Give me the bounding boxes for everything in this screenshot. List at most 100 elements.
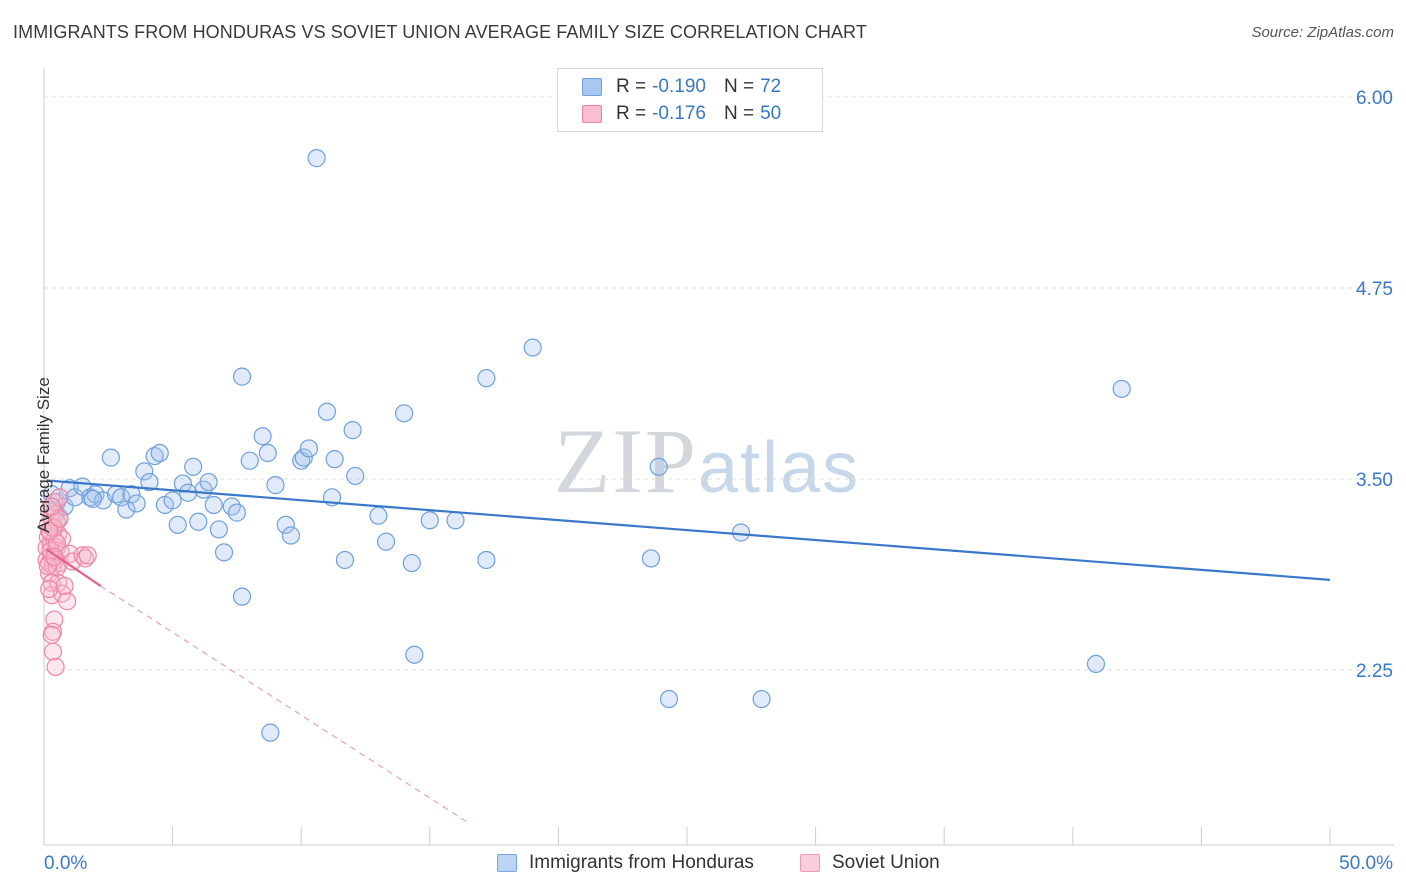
- data-point-honduras: [266, 476, 285, 495]
- x-tick-label: 0.0%: [44, 853, 87, 874]
- data-point-soviet: [76, 549, 95, 568]
- data-point-honduras: [150, 443, 169, 463]
- correlation-legend: R = -0.190 N = 72 R = -0.176 N = 50: [557, 68, 823, 132]
- data-point-honduras: [299, 439, 319, 458]
- legend-n-value: 50: [760, 103, 782, 124]
- data-point-honduras: [420, 511, 439, 530]
- legend-r-value: -0.176: [652, 103, 706, 124]
- data-point-honduras: [232, 367, 252, 386]
- legend-swatch-honduras: [582, 78, 602, 96]
- data-point-honduras: [659, 689, 679, 709]
- data-point-honduras: [649, 457, 668, 476]
- data-point-soviet: [40, 579, 59, 599]
- data-point-honduras: [307, 149, 326, 168]
- legend-r-value: -0.190: [652, 76, 706, 97]
- trend-line-extension-soviet: [100, 585, 469, 824]
- legend-n-label: N =: [723, 76, 755, 97]
- watermark-zip: ZIP: [554, 410, 698, 512]
- legend-item-soviet[interactable]: Soviet Union: [800, 852, 940, 874]
- y-tick-label: 2.25: [1356, 661, 1393, 682]
- data-point-honduras: [101, 448, 120, 467]
- data-point-honduras: [523, 338, 542, 357]
- data-point-honduras: [83, 489, 102, 508]
- data-point-honduras: [261, 723, 280, 742]
- data-point-soviet: [42, 625, 61, 644]
- legend-label-honduras: Immigrants from Honduras: [529, 852, 754, 873]
- legend-r-label: R =: [616, 76, 647, 97]
- data-point-honduras: [281, 526, 301, 545]
- data-point-honduras: [343, 421, 362, 440]
- data-point-honduras: [214, 543, 234, 562]
- data-point-soviet: [45, 518, 64, 537]
- data-point-honduras: [446, 511, 465, 530]
- data-point-soviet: [55, 576, 74, 596]
- data-point-honduras: [163, 491, 182, 510]
- legend-swatch-soviet: [582, 105, 602, 123]
- data-point-honduras: [140, 472, 159, 492]
- data-point-honduras: [317, 402, 337, 421]
- trend-line-soviet: [45, 548, 102, 587]
- data-point-honduras: [199, 472, 218, 492]
- data-point-honduras: [641, 549, 661, 568]
- data-point-honduras: [405, 645, 424, 664]
- data-point-soviet: [42, 497, 61, 516]
- data-point-honduras: [189, 512, 208, 531]
- trend-line-honduras: [46, 479, 1331, 581]
- x-tick-label: 50.0%: [1339, 853, 1393, 874]
- data-point-honduras: [276, 515, 295, 534]
- data-point-honduras: [477, 550, 496, 570]
- data-point-soviet: [38, 556, 57, 576]
- data-point-soviet: [43, 622, 63, 641]
- data-point-honduras: [346, 466, 365, 486]
- data-point-honduras: [1112, 379, 1131, 398]
- data-point-honduras: [145, 446, 164, 466]
- data-point-honduras: [227, 503, 246, 522]
- data-point-soviet: [50, 488, 69, 507]
- data-point-honduras: [402, 553, 421, 573]
- y-tick-label: 6.00: [1356, 88, 1393, 109]
- data-point-honduras: [253, 427, 272, 446]
- legend-swatch-honduras: [497, 854, 517, 872]
- y-axis-label: Average Family Size: [34, 377, 53, 533]
- data-point-honduras: [477, 369, 496, 388]
- legend-row-soviet: R = -0.176 N = 50: [582, 101, 781, 127]
- legend-label-soviet: Soviet Union: [832, 852, 940, 873]
- data-point-honduras: [294, 448, 313, 467]
- y-tick-label: 4.75: [1356, 279, 1393, 300]
- data-point-honduras: [127, 494, 146, 513]
- data-point-honduras: [325, 450, 344, 469]
- legend-n-label: N =: [723, 103, 755, 124]
- data-point-soviet: [40, 521, 59, 541]
- data-point-honduras: [209, 520, 228, 539]
- data-point-honduras: [752, 689, 771, 709]
- watermark-atlas: atlas: [698, 428, 861, 508]
- data-point-soviet: [47, 558, 66, 577]
- series-legend: Immigrants from Honduras Soviet Union: [0, 852, 1406, 878]
- legend-row-honduras: R = -0.190 N = 72: [582, 74, 781, 100]
- data-point-honduras: [240, 451, 259, 470]
- data-point-honduras: [258, 443, 277, 463]
- data-point-honduras: [204, 495, 223, 515]
- data-point-honduras: [184, 457, 203, 476]
- data-point-soviet: [78, 546, 97, 565]
- legend-item-honduras[interactable]: Immigrants from Honduras: [497, 852, 754, 874]
- data-point-honduras: [122, 485, 141, 504]
- watermark: ZIPatlas: [554, 408, 860, 514]
- data-point-honduras: [135, 462, 154, 481]
- source-credit: Source: ZipAtlas.com: [1251, 24, 1394, 41]
- data-point-honduras: [168, 515, 187, 534]
- data-point-honduras: [232, 587, 252, 606]
- data-point-honduras: [335, 550, 355, 570]
- legend-n-value: 72: [760, 76, 782, 97]
- data-point-soviet: [43, 642, 63, 661]
- data-point-honduras: [376, 532, 396, 551]
- chart-title: IMMIGRANTS FROM HONDURAS VS SOVIET UNION…: [13, 22, 867, 42]
- data-point-soviet: [46, 657, 65, 677]
- data-point-honduras: [1086, 654, 1106, 673]
- legend-r-label: R =: [616, 103, 647, 124]
- legend-swatch-soviet: [800, 854, 820, 872]
- data-point-honduras: [731, 523, 751, 542]
- y-tick-label: 3.50: [1356, 470, 1393, 491]
- data-point-honduras: [369, 506, 388, 525]
